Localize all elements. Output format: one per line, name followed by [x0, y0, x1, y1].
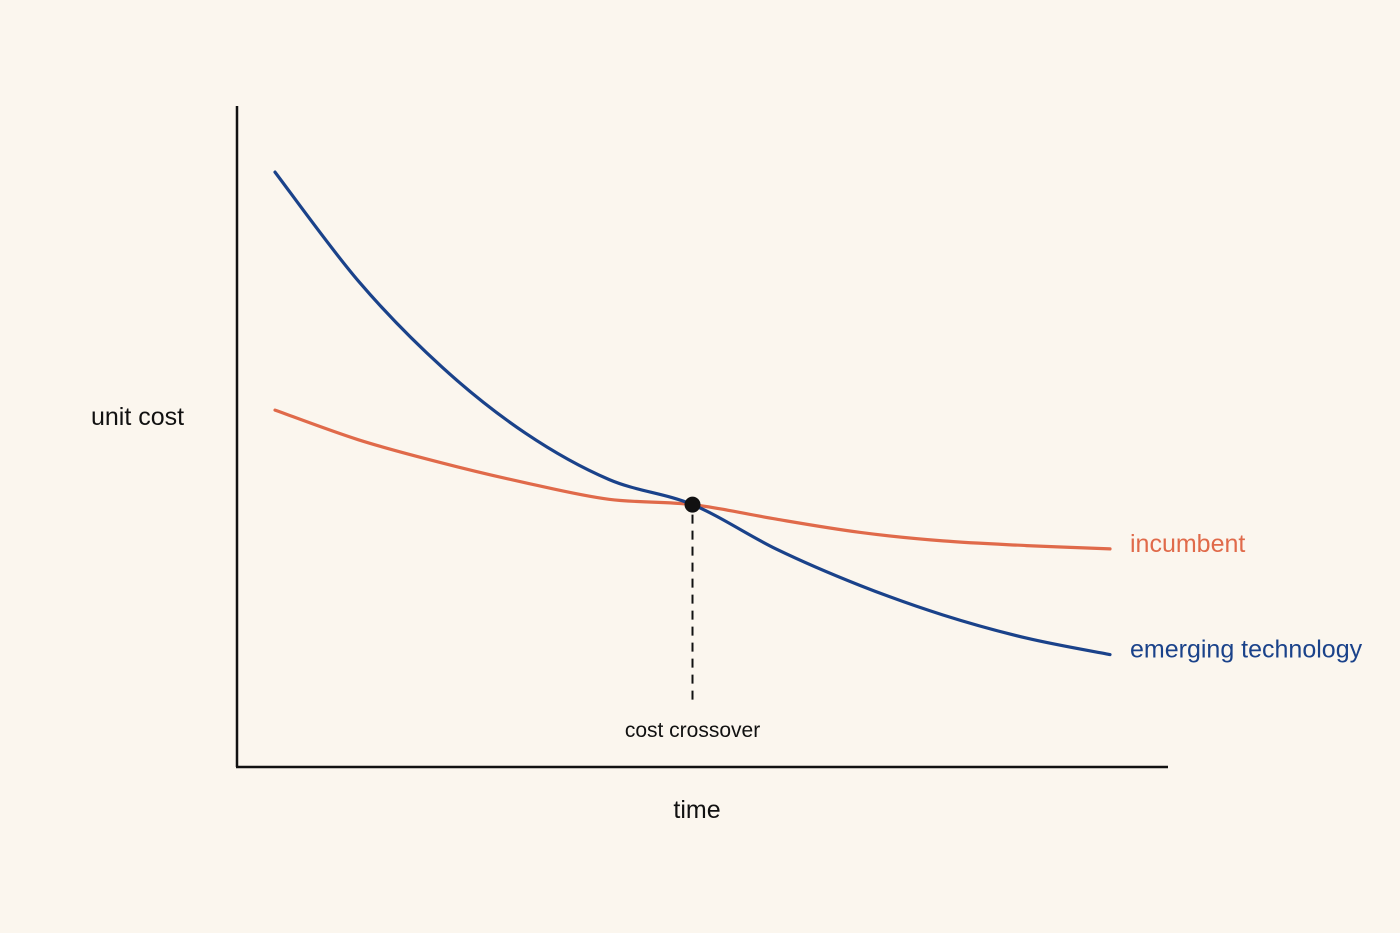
emerging-technology-series-label: emerging technology [1130, 636, 1363, 664]
crossover-point [684, 496, 701, 513]
y-axis-label: unit cost [91, 403, 184, 431]
emerging-technology-series-line [273, 170, 1112, 657]
incumbent-series-line [273, 408, 1112, 551]
x-axis-label: time [673, 796, 720, 824]
crossover-label: cost crossover [625, 719, 760, 742]
incumbent-series-label: incumbent [1130, 530, 1245, 558]
